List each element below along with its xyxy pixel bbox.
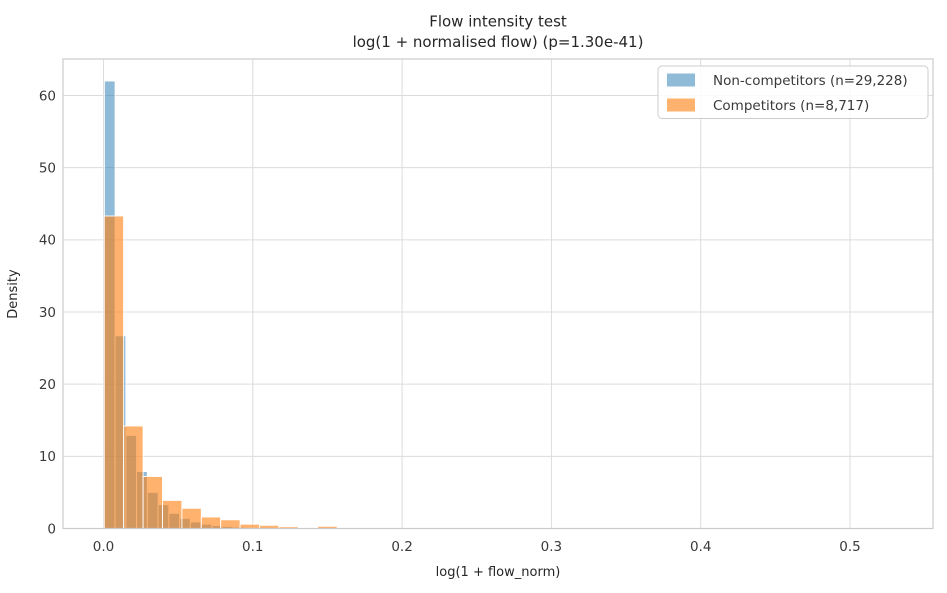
legend-swatch-series-0 <box>667 74 695 87</box>
histogram-bar <box>240 524 259 528</box>
x-tick-label: 0.4 <box>690 539 711 555</box>
y-tick-label: 50 <box>39 160 56 176</box>
legend-label-series-0: Non-competitors (n=29,228) <box>713 73 908 89</box>
x-tick-label: 0.0 <box>93 539 114 555</box>
y-tick-label: 10 <box>39 449 56 465</box>
histogram-bar <box>201 517 220 529</box>
x-tick-label: 0.2 <box>391 539 412 555</box>
histogram-bar <box>221 520 240 529</box>
histogram-bar <box>163 500 182 528</box>
plot-background <box>63 59 933 529</box>
y-tick-label: 20 <box>39 377 56 393</box>
chart-title: Flow intensity test <box>429 13 567 31</box>
x-tick-label: 0.1 <box>242 539 263 555</box>
y-axis-label: Density <box>6 269 21 319</box>
x-tick-label: 0.5 <box>839 539 860 555</box>
legend-swatch-series-1 <box>667 99 695 112</box>
histogram-bar <box>124 426 143 529</box>
histogram-bar <box>182 508 201 528</box>
x-tick-label: 0.3 <box>541 539 562 555</box>
x-axis-label: log(1 + flow_norm) <box>436 565 561 580</box>
y-tick-label: 40 <box>39 233 56 249</box>
y-tick-label: 0 <box>47 521 56 537</box>
histogram-bar <box>143 477 162 529</box>
histogram-bar <box>104 216 123 529</box>
y-tick-label: 60 <box>39 88 56 104</box>
plot-area: 0 10 20 30 40 50 60 0.0 0.1 0.2 0.3 0.4 0.5 Non-compe… <box>39 59 933 555</box>
chart-subtitle: log(1 + normalised flow) (p=1.30e-41) <box>353 33 644 51</box>
legend-label-series-1: Competitors (n=8,717) <box>713 98 869 114</box>
y-tick-label: 30 <box>39 305 56 321</box>
